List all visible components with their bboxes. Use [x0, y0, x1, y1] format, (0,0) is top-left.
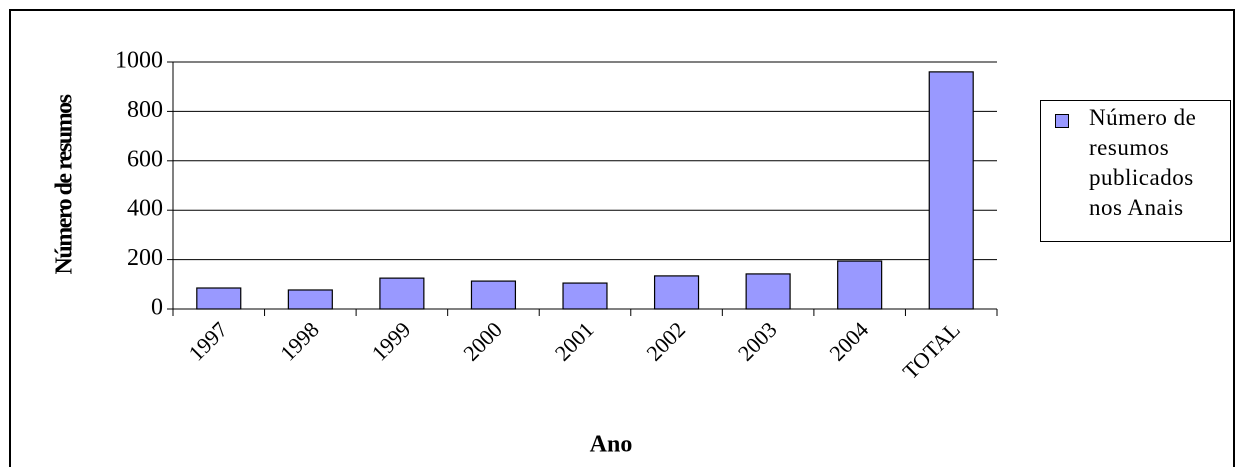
x-tick-label: 2000 — [458, 317, 507, 366]
x-tick-label: 2004 — [824, 317, 873, 366]
bar — [287, 289, 333, 310]
bar — [562, 282, 608, 310]
y-tick-label: 1000 — [115, 48, 163, 74]
bar — [653, 275, 700, 310]
x-axis-label: Ano — [590, 432, 633, 458]
y-tick-label: 0 — [151, 295, 163, 321]
y-tick-label: 200 — [127, 245, 163, 271]
legend: Número de resumos publicados nos Anais — [1040, 100, 1231, 242]
y-tick-label: 400 — [127, 196, 163, 222]
y-axis-label: Número de resumos — [52, 94, 78, 274]
bar — [745, 273, 791, 310]
y-tick-label: 600 — [127, 146, 163, 172]
x-tick-label: 2003 — [733, 317, 782, 366]
bar — [470, 280, 517, 310]
x-tick-label: 1999 — [367, 317, 416, 366]
x-tick-label: 1997 — [184, 317, 233, 366]
x-tick-label: 2002 — [641, 317, 690, 366]
bar — [928, 71, 974, 310]
x-tick-label: 1998 — [275, 317, 324, 366]
x-tick-label: TOTAL — [898, 317, 965, 384]
bar — [196, 287, 242, 310]
bar — [379, 277, 425, 310]
bar — [837, 260, 883, 310]
chart-frame — [9, 9, 1235, 467]
legend-swatch — [1055, 114, 1069, 128]
x-tick-label: 2001 — [550, 317, 599, 366]
y-tick-label: 800 — [127, 97, 163, 123]
legend-label: Número de resumos publicados nos Anais — [1089, 105, 1197, 220]
